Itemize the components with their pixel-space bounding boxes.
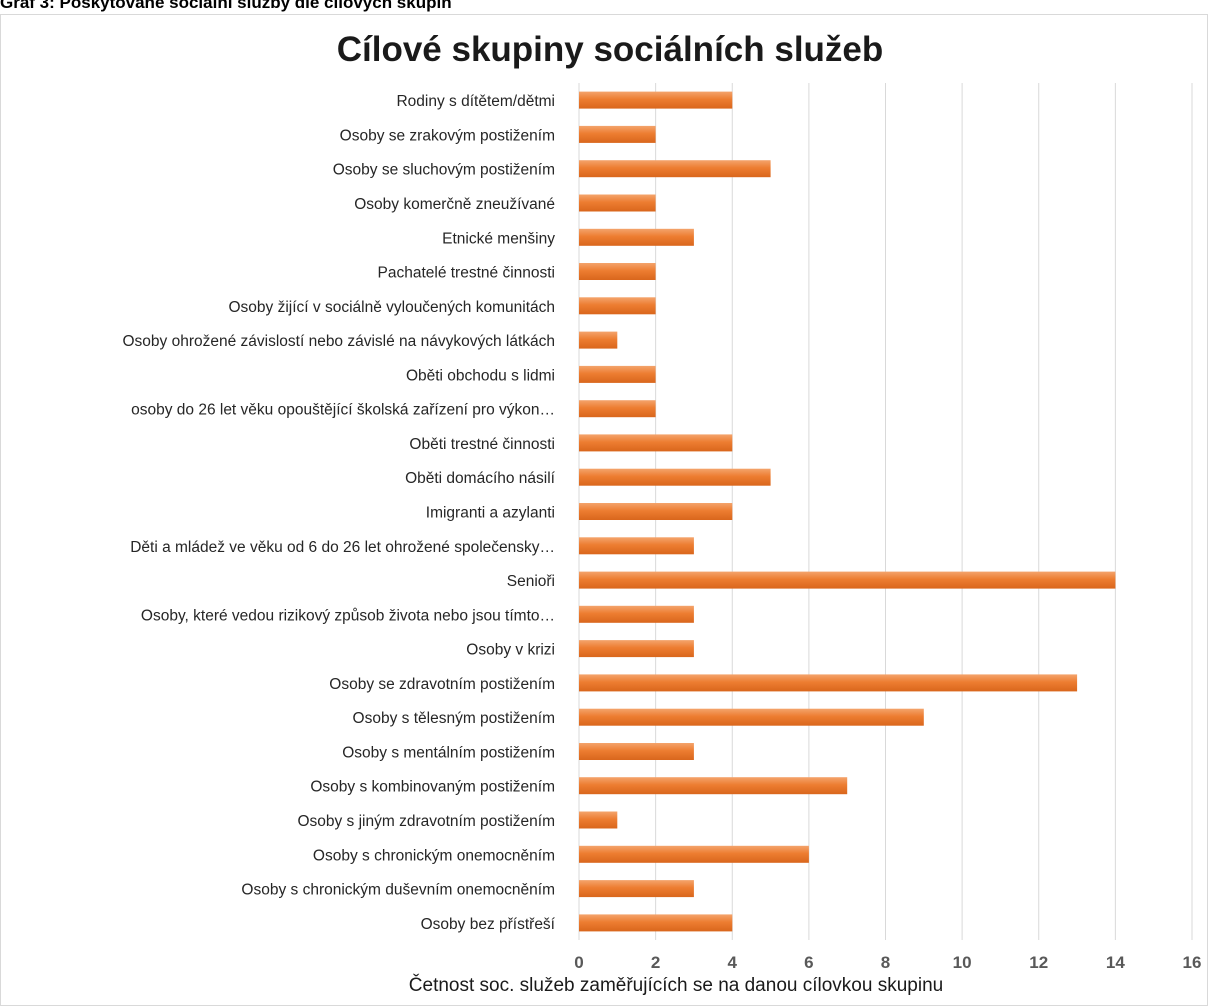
- category-label: Oběti domácího násilí: [405, 470, 556, 487]
- category-label: Osoby se sluchovým postižením: [333, 162, 555, 179]
- category-label: Osoby, které vedou rizikový způsob život…: [141, 607, 555, 624]
- category-label: Osoby s chronickým duševním onemocněním: [241, 882, 555, 899]
- bar: [579, 571, 1116, 589]
- category-label: Děti a mládež ve věku od 6 do 26 let ohr…: [130, 539, 555, 556]
- bar: [579, 605, 694, 623]
- category-label: Oběti obchodu s lidmi: [406, 367, 555, 384]
- bar: [579, 811, 618, 829]
- category-label: Osoby s tělesným postižením: [353, 710, 555, 727]
- bar: [579, 228, 694, 246]
- figure-caption: Graf 3: Poskytované sociální služby dle …: [0, 0, 452, 12]
- bar: [579, 365, 656, 383]
- bar: [579, 743, 694, 760]
- bar: [579, 880, 694, 898]
- category-label: Osoby s mentálním postižením: [342, 745, 555, 762]
- category-label: Osoby se zdravotním postižením: [329, 676, 555, 693]
- bar: [579, 708, 924, 726]
- bar: [579, 263, 656, 280]
- category-label: Rodiny s dítětem/dětmi: [396, 93, 555, 110]
- category-label: Osoby s jiným zdravotním postižením: [297, 813, 555, 830]
- bar: [579, 537, 694, 555]
- category-label: Osoby komerčně zneužívané: [354, 196, 555, 213]
- category-labels: Rodiny s dítětem/dětmi Osoby se zrakovým …: [122, 93, 555, 933]
- x-tick-label: 4: [728, 953, 738, 972]
- bar: [579, 331, 618, 349]
- bar: [579, 194, 656, 212]
- x-tick-label: 10: [953, 953, 972, 972]
- category-label: osoby do 26 let věku opouštějící školská…: [131, 402, 555, 419]
- bar: [579, 125, 656, 143]
- bar: [579, 434, 733, 452]
- x-tick-label: 16: [1183, 953, 1202, 972]
- x-tick-label: 14: [1106, 953, 1125, 972]
- x-tick-labels: 0 2 4 6 8 10 12 14 16: [574, 953, 1201, 972]
- category-label: Pachatelé trestné činnosti: [378, 265, 556, 282]
- category-label: Osoby žijící v sociálně vyloučených komu…: [228, 299, 555, 316]
- x-tick-label: 8: [881, 953, 890, 972]
- chart-title: Cílové skupiny sociálních služeb: [337, 30, 884, 69]
- category-label: Osoby se zrakovým postižením: [340, 127, 555, 144]
- bars: [579, 91, 1116, 932]
- x-axis-title: Četnost soc. služeb zaměřujících se na d…: [409, 974, 943, 996]
- x-tick-label: 2: [651, 953, 660, 972]
- bar: [579, 468, 771, 486]
- bar: [579, 160, 771, 178]
- bar: [579, 91, 733, 109]
- bar: [579, 845, 809, 863]
- bar: [579, 503, 733, 520]
- category-label: Imigranti a azylanti: [426, 505, 555, 522]
- category-label: Etnické menšiny: [442, 230, 555, 247]
- category-label: Osoby s chronickým onemocněním: [313, 847, 555, 864]
- category-label: Osoby ohrožené závislostí nebo závislé n…: [122, 333, 555, 350]
- x-tick-label: 0: [574, 953, 583, 972]
- category-label: Oběti trestné činnosti: [409, 436, 555, 453]
- bar: [579, 297, 656, 315]
- x-tick-label: 6: [804, 953, 813, 972]
- bar: [579, 640, 694, 658]
- bar: [579, 777, 848, 795]
- x-tick-label: 12: [1029, 953, 1048, 972]
- category-label: Senioři: [507, 573, 555, 590]
- bar: [579, 914, 733, 932]
- category-label: Osoby s kombinovaným postižením: [310, 779, 555, 796]
- bar: [579, 674, 1078, 692]
- category-label: Osoby bez přístřeší: [421, 916, 556, 933]
- bar: [579, 400, 656, 418]
- category-label: Osoby v krizi: [466, 642, 555, 659]
